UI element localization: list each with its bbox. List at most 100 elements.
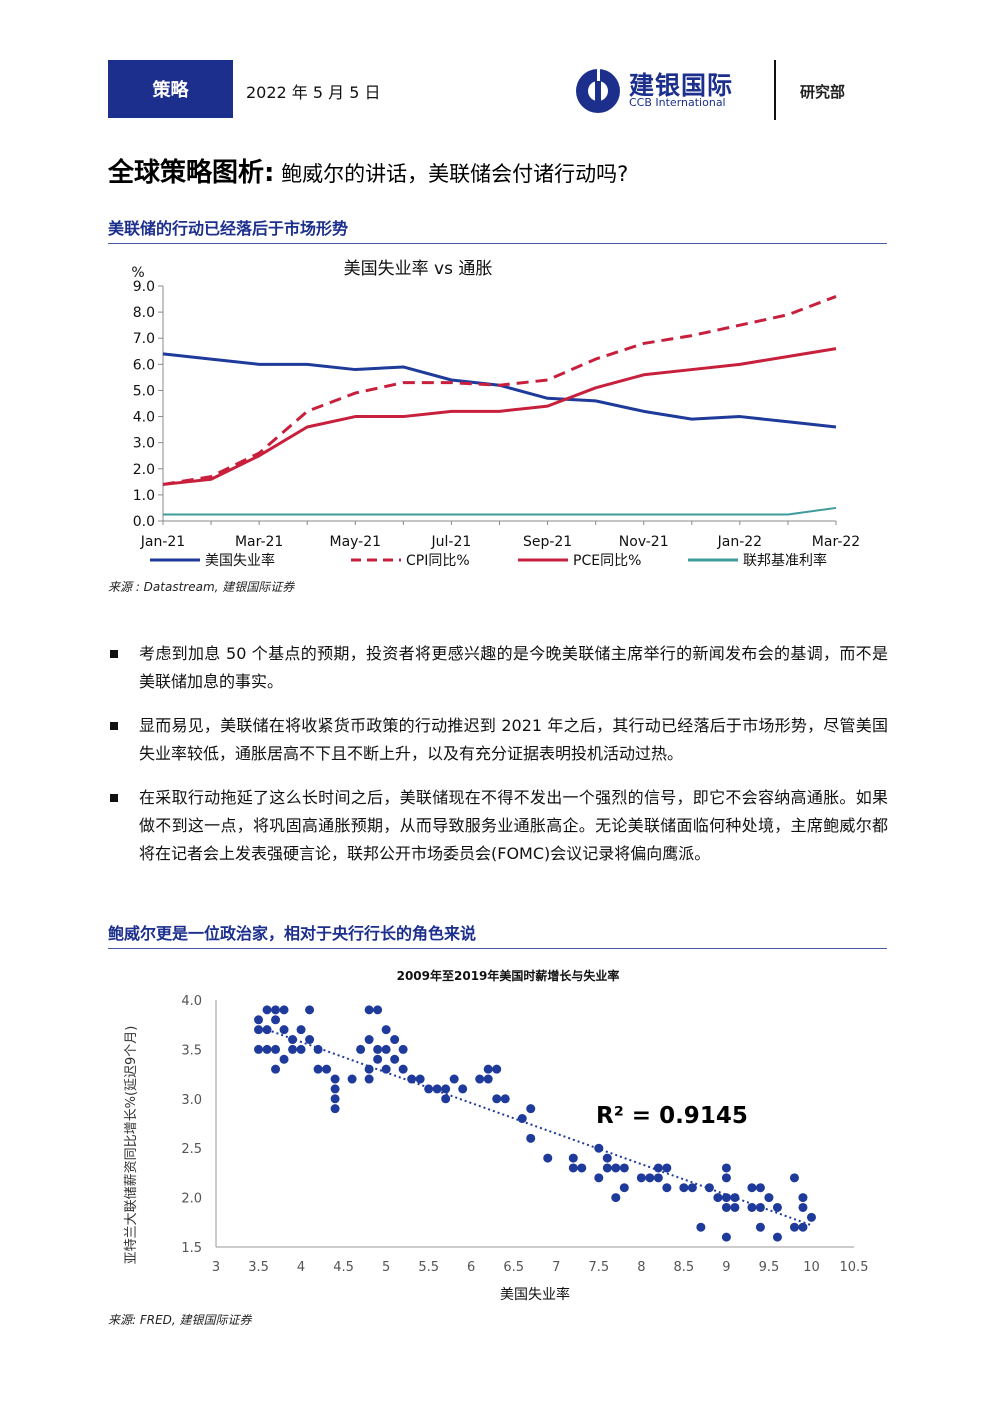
report-date: 2022 年 5 月 5 日 [246, 83, 381, 102]
chart2-data-point [279, 1005, 289, 1015]
chart2-data-point [262, 1005, 272, 1015]
chart2-x-tick-label: 10.5 [840, 1260, 869, 1275]
chart2-data-point [364, 1035, 374, 1045]
chart2-data-point [721, 1232, 731, 1242]
chart1-y-ticks: 0.0 1.0 2.0 3.0 4.0 5.0 6.0 7.0 8.0 9.0 [133, 279, 163, 530]
chart1-series-line [162, 295, 837, 486]
logo-english-name: CCB International [629, 96, 726, 109]
chart2-data-point [271, 1064, 281, 1074]
chart1-legend-label: CPI同比% [406, 553, 470, 569]
chart2-data-point [483, 1074, 493, 1084]
chart2-data-point [662, 1163, 672, 1173]
chart2-data-point [296, 1044, 306, 1054]
chart2-data-point [373, 1054, 383, 1064]
chart2-x-tick-label: 7 [552, 1260, 560, 1275]
chart2-data-point [424, 1084, 434, 1094]
chart2-data-point [594, 1143, 604, 1153]
chart2-y-tick-label: 2.0 [181, 1192, 202, 1207]
page-title-bold: 全球策略图析: [108, 158, 275, 188]
chart2-data-point [373, 1044, 383, 1054]
chart1-source: 来源 : Datastream, 建银国际证券 [108, 580, 295, 594]
chart2-data-point [288, 1035, 298, 1045]
chart2-data-point [679, 1183, 689, 1193]
chart2-data-point [798, 1222, 808, 1232]
chart2-data-point [296, 1025, 306, 1035]
line-chart-unemployment-inflation: 美国失业率 vs 通胀 % 0.0 1.0 2.0 3.0 4.0 5.0 6.0 7.0 8.… [131, 259, 860, 569]
chart1-y-tick-label: 4.0 [133, 410, 155, 426]
chart2-data-point [305, 1005, 315, 1015]
chart2-data-point [407, 1074, 417, 1084]
chart2-data-point [568, 1163, 578, 1173]
chart1-x-tick-label: May-21 [329, 534, 381, 550]
chart2-data-point [330, 1074, 340, 1084]
chart2-data-point [687, 1183, 697, 1193]
chart2-x-tick-label: 5 [382, 1260, 390, 1275]
ccb-logo-icon [576, 69, 620, 113]
chart2-data-point [721, 1202, 731, 1212]
chart2-data-point [254, 1025, 264, 1035]
chart2-data-point [398, 1064, 408, 1074]
chart2-data-point [322, 1064, 332, 1074]
chart2-data-point [390, 1054, 400, 1064]
chart2-x-tick-label: 3.5 [248, 1260, 269, 1275]
chart1-legend: 美国失业率 CPI同比% PCE同比% 联邦基准利率 [150, 552, 827, 569]
chart2-data-point [364, 1064, 374, 1074]
chart1-y-tick-label: 9.0 [133, 279, 155, 295]
chart2-data-point [492, 1094, 502, 1104]
chart2-data-point [543, 1153, 553, 1163]
chart2-data-point [279, 1054, 289, 1064]
logo-chinese-name: 建银国际 [629, 71, 734, 100]
chart1-y-tick-label: 1.0 [133, 488, 155, 504]
chart1-legend-label: 美国失业率 [205, 552, 275, 569]
chart2-data-point [636, 1173, 646, 1183]
header-divider [774, 60, 776, 120]
chart1-x-tick-label: Jan-22 [717, 534, 762, 550]
bullet-text: 显而易见，美联储在将收紧货币政策的行动推迟到 2021 年之后，其行动已经落后于… [139, 716, 888, 763]
chart2-y-tick-label: 3.0 [181, 1093, 202, 1108]
chart2-data-point [755, 1183, 765, 1193]
chart2-data-point [330, 1094, 340, 1104]
chart1-series-line [163, 506, 837, 516]
chart1-y-tick-label: 6.0 [133, 357, 155, 373]
chart2-y-tick-label: 4.0 [181, 994, 202, 1009]
chart2-data-point [347, 1074, 357, 1084]
chart2-data-point [619, 1163, 629, 1173]
chart2-x-tick-label: 8.5 [674, 1260, 695, 1275]
chart2-data-point [441, 1084, 451, 1094]
chart1-x-tick-label: Mar-21 [235, 534, 283, 550]
page-title: 全球策略图析: 鲍威尔的讲话，美联储会付诸行动吗? [108, 152, 628, 189]
chart2-y-axis-label: 亚特兰大联储薪资同比增长%(延迟9个月) [124, 1026, 139, 1265]
chart2-data-point [730, 1193, 740, 1203]
chart2-data-point [577, 1163, 587, 1173]
chart1-x-tick-label: Jul-21 [431, 534, 472, 550]
chart2-data-point [381, 1025, 391, 1035]
chart2-x-tick-label: 7.5 [588, 1260, 609, 1275]
chart2-data-point [517, 1114, 527, 1124]
chart1-x-tick-label: Nov-21 [619, 534, 669, 550]
chart1-series [162, 295, 837, 516]
report-type-badge: 策略 [108, 60, 233, 118]
chart2-x-tick-label: 10 [803, 1260, 820, 1275]
chart2-data-point [619, 1183, 629, 1193]
chart2-data-point [602, 1153, 612, 1163]
chart1-y-unit: % [131, 265, 144, 281]
chart2-data-point [662, 1183, 672, 1193]
chart2-data-point [747, 1183, 757, 1193]
chart2-data-point [602, 1163, 612, 1173]
chart1-y-tick-label: 7.0 [133, 331, 155, 347]
chart2-data-point [381, 1064, 391, 1074]
chart2-x-ticks: 3 3.5 4 4.5 5 5.5 6 6.5 7 7.5 8 8.5 9 9.5 10 10.5 [212, 1260, 869, 1275]
chart2-data-point [730, 1202, 740, 1212]
chart2-data-point [254, 1044, 264, 1054]
chart2-data-point [594, 1173, 604, 1183]
chart2-data-point [713, 1193, 723, 1203]
chart2-x-tick-label: 6.5 [503, 1260, 524, 1275]
chart2-data-point [492, 1064, 502, 1074]
section2-heading: 鲍威尔更是一位政治家，相对于央行行长的角色来说 [108, 920, 887, 949]
chart1-y-tick-label: 5.0 [133, 383, 155, 399]
chart2-data-point [568, 1153, 578, 1163]
chart2-data-point [798, 1193, 808, 1203]
chart1-x-tick-label: Mar-22 [812, 534, 860, 550]
chart1-x-tick-label: Sep-21 [523, 534, 572, 550]
chart2-x-tick-label: 8 [637, 1260, 645, 1275]
